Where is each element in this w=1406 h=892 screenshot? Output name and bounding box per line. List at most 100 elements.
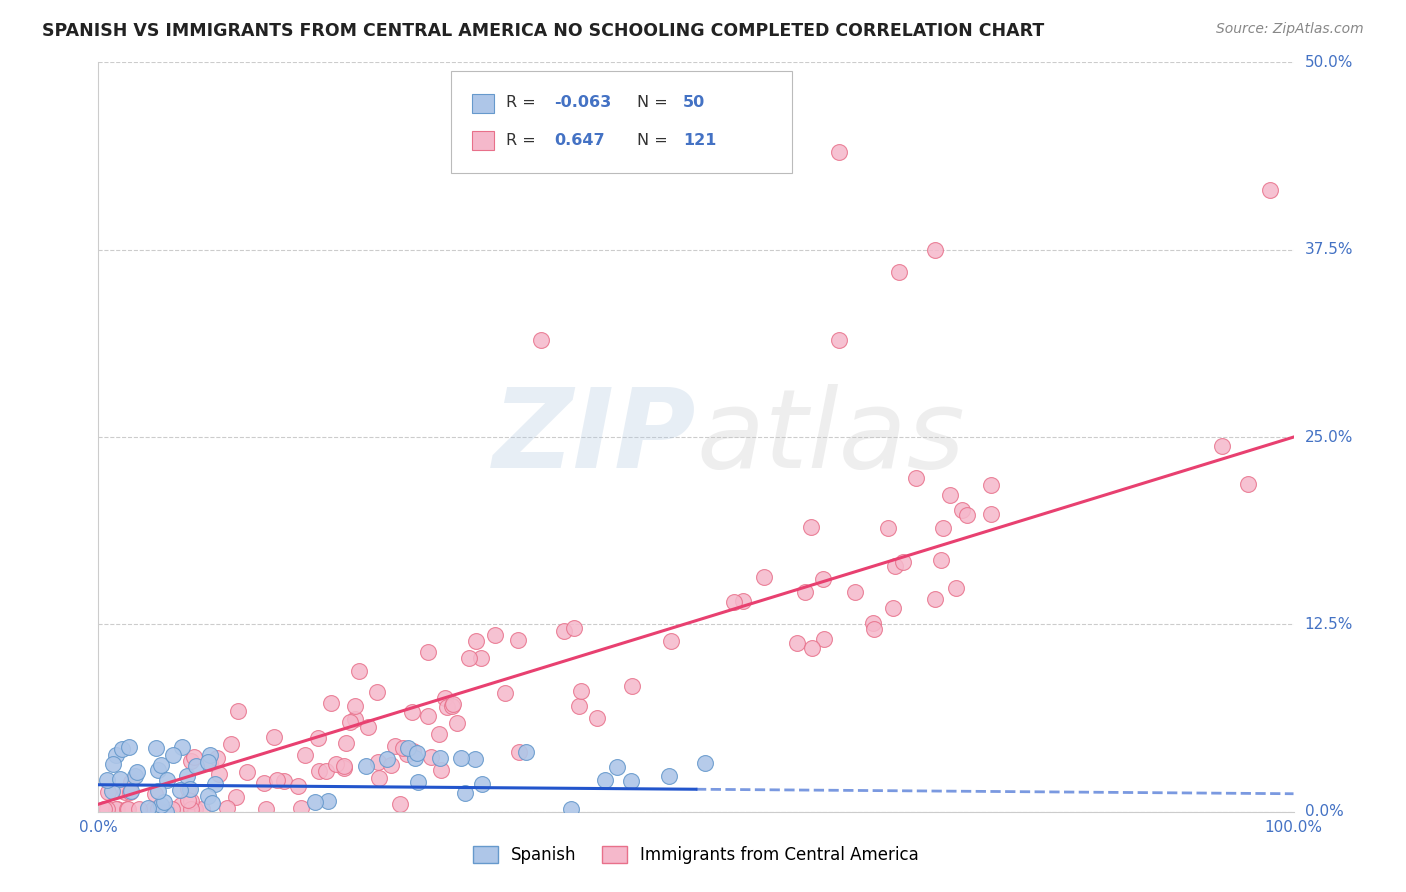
Point <box>225 789 247 804</box>
Point <box>429 751 451 765</box>
Point <box>263 731 285 745</box>
Point <box>97 785 120 799</box>
Text: R =: R = <box>506 95 541 111</box>
Point <box>180 794 202 808</box>
Point <box>176 769 198 783</box>
Point <box>169 782 191 797</box>
Point <box>620 773 643 788</box>
Text: N =: N = <box>637 133 673 148</box>
Point <box>813 632 835 647</box>
Point <box>427 727 450 741</box>
Point <box>956 508 979 522</box>
Point <box>939 488 962 502</box>
Point <box>801 640 824 655</box>
Point <box>273 774 295 789</box>
Point <box>786 635 808 649</box>
Point <box>470 651 492 665</box>
Point <box>204 777 226 791</box>
Point <box>127 764 149 779</box>
Point <box>226 704 249 718</box>
Point <box>419 750 441 764</box>
Point <box>465 634 488 648</box>
Point <box>395 747 418 761</box>
Point <box>335 736 357 750</box>
Text: SPANISH VS IMMIGRANTS FROM CENTRAL AMERICA NO SCHOOLING COMPLETED CORRELATION CH: SPANISH VS IMMIGRANTS FROM CENTRAL AMERI… <box>42 22 1045 40</box>
Point <box>884 558 907 573</box>
Point <box>104 802 127 816</box>
Point <box>307 731 329 745</box>
Point <box>605 760 627 774</box>
Point <box>416 645 439 659</box>
Point <box>752 570 775 584</box>
Point <box>156 773 179 788</box>
Point <box>396 741 419 756</box>
Point <box>344 699 367 714</box>
Point <box>294 748 316 763</box>
Point <box>145 741 167 756</box>
Point <box>924 592 946 607</box>
Point <box>184 758 207 772</box>
Point <box>253 775 276 789</box>
Point <box>145 788 167 802</box>
Point <box>146 802 169 816</box>
Text: 50: 50 <box>683 95 704 111</box>
Point <box>695 756 717 771</box>
Text: 25.0%: 25.0% <box>1305 430 1353 444</box>
Point <box>117 802 139 816</box>
Point <box>471 777 494 791</box>
Point <box>197 789 219 803</box>
Point <box>128 802 150 816</box>
Text: 50.0%: 50.0% <box>1305 55 1353 70</box>
Point <box>929 553 952 567</box>
Point <box>450 750 472 764</box>
Point <box>287 779 309 793</box>
Point <box>1258 183 1281 197</box>
Point <box>723 595 745 609</box>
Point <box>905 471 928 485</box>
Text: -0.063: -0.063 <box>554 95 612 111</box>
Point <box>120 775 142 789</box>
Point <box>366 685 388 699</box>
Point <box>979 478 1001 492</box>
Point <box>177 793 200 807</box>
Point <box>205 751 228 765</box>
Point <box>136 801 159 815</box>
Point <box>111 741 134 756</box>
Point <box>945 582 967 596</box>
Point <box>844 585 866 599</box>
Point <box>219 737 242 751</box>
Point <box>464 752 486 766</box>
Point <box>375 752 398 766</box>
Point <box>882 600 904 615</box>
Point <box>494 686 516 700</box>
Point <box>191 802 214 816</box>
Point <box>198 747 221 762</box>
Point <box>101 756 124 771</box>
Point <box>406 774 429 789</box>
Text: 0.0%: 0.0% <box>1305 805 1343 819</box>
Point <box>150 798 173 813</box>
Point <box>170 740 193 755</box>
Text: 12.5%: 12.5% <box>1305 617 1353 632</box>
Text: N =: N = <box>637 95 673 111</box>
Point <box>436 700 458 714</box>
Point <box>325 756 347 771</box>
Point <box>863 622 886 636</box>
Point <box>356 720 378 734</box>
Point <box>254 802 277 816</box>
Text: 121: 121 <box>683 133 716 148</box>
Point <box>315 764 337 778</box>
Text: R =: R = <box>506 133 546 148</box>
Point <box>430 763 453 777</box>
Point <box>198 756 221 770</box>
Point <box>484 628 506 642</box>
Point <box>950 503 973 517</box>
Point <box>389 797 412 811</box>
Point <box>1236 476 1258 491</box>
Point <box>117 802 139 816</box>
Point <box>380 758 402 772</box>
Point <box>441 698 464 712</box>
Point <box>155 805 177 819</box>
Point <box>333 761 356 775</box>
Point <box>731 594 754 608</box>
